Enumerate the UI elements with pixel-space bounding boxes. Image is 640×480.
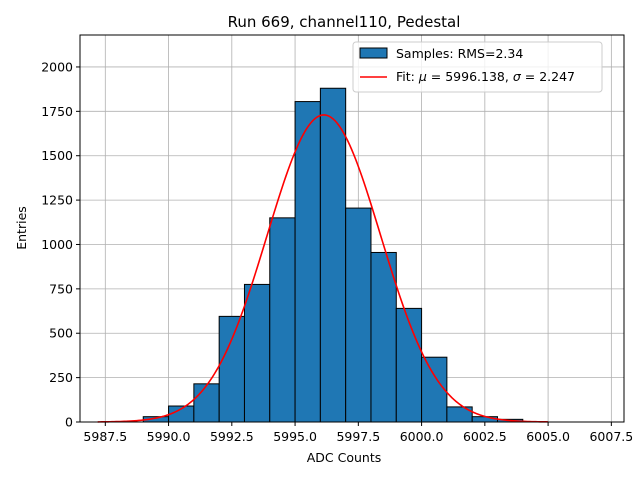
plot-frame bbox=[79, 34, 625, 423]
y-tick-label: 0 bbox=[65, 415, 73, 430]
histogram-bar bbox=[243, 283, 271, 423]
x-tick-label: 5997.5 bbox=[336, 429, 380, 444]
histogram-bar bbox=[471, 416, 498, 423]
legend-box bbox=[352, 41, 603, 93]
histogram-bar bbox=[294, 101, 321, 423]
histogram-bar bbox=[193, 383, 220, 423]
legend-histogram-swatch bbox=[359, 47, 388, 59]
histogram-bar bbox=[395, 307, 423, 423]
x-tick-label: 6005.0 bbox=[526, 429, 570, 444]
legend-histogram-label: Samples: RMS=2.34 bbox=[396, 46, 523, 61]
y-axis-ticks: 0 250 500 750 1000 1250 1500 1750 2000 bbox=[41, 59, 80, 430]
y-tick-label: 750 bbox=[49, 281, 73, 296]
y-tick-label: 1750 bbox=[41, 104, 73, 119]
x-tick-label: 6000.0 bbox=[400, 429, 444, 444]
histogram-bar bbox=[319, 87, 347, 423]
histogram-bars bbox=[142, 87, 524, 423]
y-tick-label: 500 bbox=[49, 326, 73, 341]
x-tick-label: 5995.0 bbox=[273, 429, 317, 444]
x-tick-label: 5987.5 bbox=[83, 429, 127, 444]
histogram-bar bbox=[218, 315, 245, 423]
plot-area bbox=[79, 34, 625, 423]
y-tick-label: 250 bbox=[49, 370, 73, 385]
x-tick-label: 5992.5 bbox=[210, 429, 254, 444]
histogram-bar bbox=[370, 251, 397, 423]
x-tick-label: 6007.5 bbox=[589, 429, 633, 444]
chart-title: Run 669, channel110, Pedestal bbox=[228, 13, 461, 31]
x-axis-label: ADC Counts bbox=[307, 450, 382, 465]
x-axis-ticks: 5987.5 5990.0 5992.5 5995.0 5997.5 6000.0 6002… bbox=[83, 422, 633, 444]
y-tick-label: 1000 bbox=[41, 237, 73, 252]
x-tick-label: 6002.5 bbox=[463, 429, 507, 444]
y-tick-label: 1500 bbox=[41, 148, 73, 163]
x-tick-label: 5990.0 bbox=[147, 429, 191, 444]
histogram-bar bbox=[269, 217, 296, 423]
histogram-bar bbox=[421, 356, 448, 423]
fit-curve bbox=[97, 114, 549, 423]
y-axis-label: Entries bbox=[14, 206, 29, 250]
legend-fit-label: Fit: μ = 5996.138, σ = 2.247 bbox=[396, 69, 575, 84]
y-tick-label: 1250 bbox=[41, 193, 73, 208]
legend: Samples: RMS=2.34 Fit: μ = 5996.138, σ =… bbox=[352, 41, 603, 93]
y-tick-label: 2000 bbox=[41, 59, 73, 74]
histogram-bar bbox=[345, 207, 372, 423]
